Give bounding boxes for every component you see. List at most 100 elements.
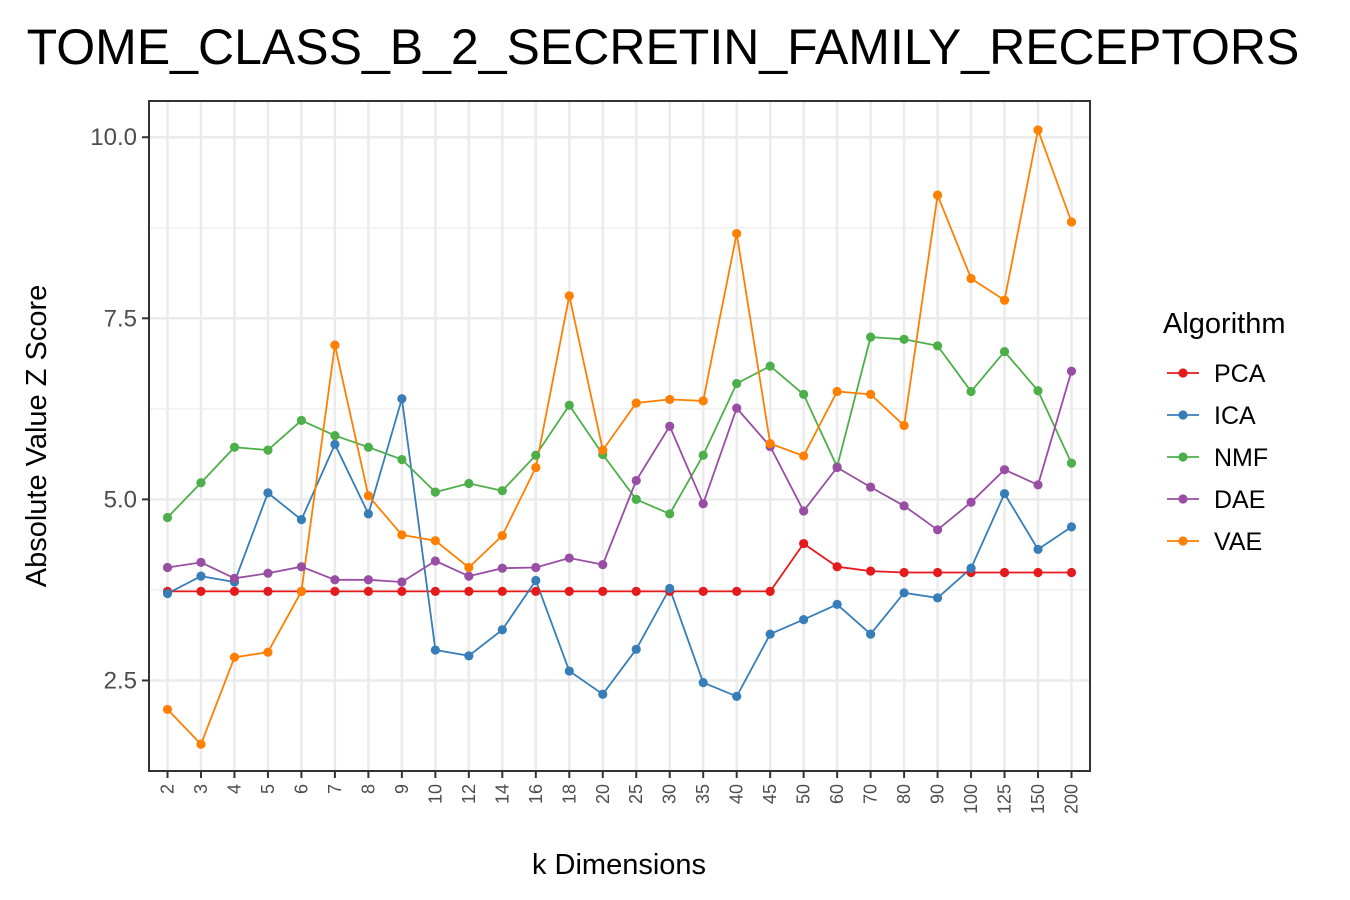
data-point-ica	[932, 593, 943, 603]
series-line-dae	[167, 370, 1073, 583]
legend-point-dae	[1178, 494, 1188, 504]
data-point-ica	[363, 509, 373, 519]
y-tick-label: 10.0	[90, 124, 137, 151]
data-point-pca	[1033, 567, 1043, 578]
x-tick-label: 60	[827, 784, 847, 804]
data-point-nmf	[229, 442, 240, 452]
data-point-pca	[263, 586, 273, 596]
data-point-ica	[162, 588, 173, 599]
data-point-ica	[430, 645, 440, 655]
data-point-ica	[999, 488, 1010, 499]
data-point-pca	[598, 586, 608, 596]
legend: Algorithm PCA ICA NMF DAE VAE	[1163, 308, 1286, 556]
data-point-ica	[196, 571, 206, 581]
data-point-ica	[263, 488, 273, 498]
data-point-pca	[631, 586, 641, 596]
series-line-nmf	[166, 336, 1073, 519]
data-point-nmf	[932, 341, 943, 351]
data-point-pca	[330, 586, 340, 596]
data-point-nmf	[866, 332, 876, 342]
x-tick-label: 25	[626, 784, 646, 804]
series-line-ica	[167, 398, 1073, 698]
legend-label-nmf: NMF	[1214, 444, 1268, 472]
data-point-dae	[665, 421, 675, 431]
data-point-vae	[932, 190, 943, 200]
data-point-dae	[999, 465, 1010, 475]
plot-panel-border	[148, 100, 1091, 772]
data-point-pca	[866, 566, 876, 576]
series-line-vae	[166, 126, 1073, 746]
legend-point-pca	[1178, 368, 1188, 378]
data-point-ica	[799, 615, 809, 625]
y-tick-label: 5.0	[104, 486, 137, 513]
data-point-dae	[531, 562, 541, 573]
legend-label-ica: ICA	[1214, 402, 1256, 430]
x-tick-label: 80	[894, 784, 914, 804]
data-point-pca	[397, 586, 407, 596]
data-point-nmf	[999, 347, 1010, 357]
x-tick-label: 14	[492, 784, 512, 804]
data-point-vae	[263, 647, 273, 657]
data-point-dae	[899, 501, 909, 511]
data-point-vae	[296, 586, 307, 596]
data-point-vae	[698, 396, 708, 406]
data-point-nmf	[1066, 458, 1077, 468]
data-point-ica	[598, 689, 608, 699]
x-tick-label: 7	[325, 784, 345, 794]
data-point-ica	[832, 599, 842, 610]
data-point-vae	[598, 445, 608, 455]
x-tick-label: 18	[559, 784, 579, 804]
x-tick-label: 20	[593, 784, 613, 804]
x-tick-label: 150	[1028, 784, 1048, 814]
x-tick-label: 4	[224, 784, 244, 794]
x-tick-label: 8	[358, 784, 378, 794]
data-point-dae	[564, 553, 574, 563]
x-tick-label: 100	[961, 784, 981, 814]
data-point-vae	[430, 536, 440, 546]
data-point-ica	[899, 588, 909, 598]
data-point-dae	[598, 559, 608, 570]
data-point-vae	[330, 340, 340, 350]
data-point-ica	[397, 394, 407, 404]
data-point-vae	[832, 386, 842, 397]
data-point-pca	[363, 586, 373, 596]
data-point-vae	[765, 439, 775, 449]
data-point-ica	[464, 651, 474, 661]
x-tick-label: 50	[794, 784, 814, 804]
data-point-ica	[966, 563, 976, 573]
legend-label-dae: DAE	[1214, 486, 1265, 514]
data-point-vae	[497, 530, 507, 541]
data-point-dae	[464, 571, 474, 581]
x-tick-label: 10	[425, 784, 445, 804]
data-point-dae	[263, 568, 273, 578]
data-point-ica	[665, 583, 675, 594]
data-point-pca	[497, 586, 507, 596]
legend-point-ica	[1178, 410, 1188, 420]
data-point-dae	[698, 499, 708, 509]
x-tick-label: 125	[995, 784, 1015, 814]
data-point-nmf	[430, 487, 440, 497]
legend-point-nmf	[1178, 452, 1188, 462]
data-point-pca	[832, 562, 842, 572]
data-point-nmf	[698, 450, 708, 460]
data-point-ica	[732, 691, 742, 701]
x-tick-label: 45	[760, 784, 780, 804]
chart-title: TOME_CLASS_B_2_SECRETIN_FAMILY_RECEPTORS	[27, 19, 1300, 75]
data-point-nmf	[799, 389, 809, 399]
data-point-nmf	[732, 378, 742, 389]
x-tick-label: 70	[861, 784, 881, 804]
data-point-dae	[966, 497, 976, 507]
series-line-pca	[167, 542, 1072, 593]
legend-point-vae	[1178, 536, 1188, 546]
data-point-nmf	[330, 431, 340, 441]
x-tick-label: 2	[158, 784, 178, 794]
data-point-ica	[698, 678, 708, 688]
data-point-pca	[430, 586, 440, 596]
data-point-vae	[162, 704, 173, 715]
data-point-vae	[196, 739, 206, 749]
x-tick-label: 3	[191, 784, 211, 794]
data-point-nmf	[966, 386, 976, 397]
data-point-vae	[799, 451, 809, 461]
data-point-nmf	[397, 454, 407, 465]
data-point-dae	[196, 557, 206, 567]
